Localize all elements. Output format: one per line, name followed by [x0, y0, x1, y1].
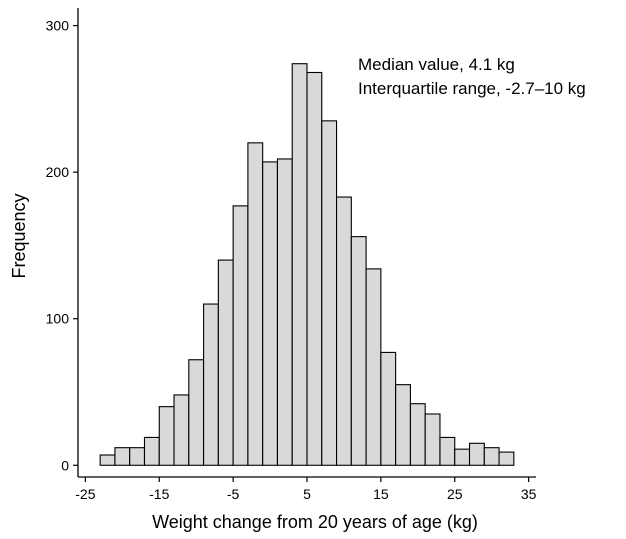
- histogram-bar-4: [158, 406, 175, 466]
- histogram-bar-13: [291, 63, 308, 466]
- histogram-bar-7: [203, 303, 219, 466]
- iqr-annotation: Interquartile range, -2.7–10 kg: [358, 79, 586, 98]
- histogram-bar-16: [335, 196, 352, 466]
- histogram-bars: [99, 63, 515, 466]
- histogram-bar-24: [454, 448, 471, 466]
- y-tick-label: 0: [61, 457, 69, 473]
- histogram-bar-18: [365, 268, 382, 466]
- histogram-bar-8: [217, 259, 234, 466]
- histogram-bar-10: [247, 142, 264, 466]
- histogram-bar-26: [483, 447, 500, 466]
- histogram-bar-22: [424, 413, 441, 466]
- histogram-bar-6: [188, 359, 205, 466]
- y-axis-title: Frequency: [9, 193, 29, 278]
- axes: 0 100 200 300 -25 -15 -5 5 15 25 35: [46, 8, 537, 502]
- histogram-bar-15: [321, 120, 338, 466]
- x-tick-label: 35: [521, 486, 537, 502]
- histogram-bar-25: [468, 442, 485, 466]
- y-axis-ticks: 0 100 200 300: [46, 18, 78, 473]
- histogram-bar-3: [143, 436, 160, 466]
- histogram-bar-2: [129, 447, 146, 466]
- y-tick-label: 200: [46, 164, 70, 180]
- histogram-bar-0: [99, 454, 116, 466]
- histogram-bar-11: [262, 161, 279, 466]
- x-tick-label: -15: [149, 486, 169, 502]
- x-tick-label: 15: [373, 486, 389, 502]
- histogram-bar-21: [409, 403, 426, 466]
- histogram-bar-19: [380, 351, 397, 466]
- x-tick-label: 25: [447, 486, 463, 502]
- x-tick-label: -25: [75, 486, 95, 502]
- x-axis-title: Weight change from 20 years of age (kg): [152, 512, 478, 532]
- x-tick-label: 5: [303, 486, 311, 502]
- histogram-bar-9: [232, 205, 249, 466]
- histogram-bar-14: [306, 71, 323, 466]
- y-tick-label: 100: [46, 311, 70, 327]
- median-annotation: Median value, 4.1 kg: [358, 55, 515, 74]
- y-tick-label: 300: [46, 18, 70, 34]
- x-tick-label: -5: [227, 486, 240, 502]
- histogram-bar-20: [395, 384, 411, 466]
- histogram-bar-23: [439, 436, 456, 466]
- histogram-bar-1: [114, 447, 131, 466]
- histogram-bar-17: [350, 236, 367, 466]
- histogram-bar-27: [498, 451, 515, 466]
- histogram-bar-12: [276, 158, 293, 466]
- x-axis-ticks: -25 -15 -5 5 15 25 35: [75, 477, 537, 502]
- histogram-bar-5: [173, 394, 190, 466]
